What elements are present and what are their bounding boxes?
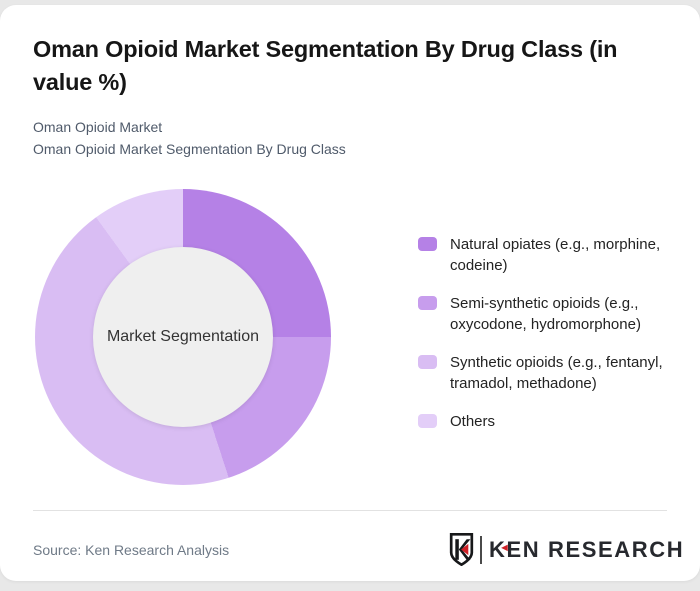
source-text: Source: Ken Research Analysis xyxy=(33,542,230,558)
legend-swatch xyxy=(418,414,437,428)
logo-brand-label: KEN RESEARCH xyxy=(489,536,685,562)
chart-subtitle-block: Oman Opioid Market Oman Opioid Market Se… xyxy=(33,117,346,160)
ken-research-logo: KEN RESEARCH ◄ xyxy=(449,533,684,566)
chart-card: Oman Opioid Market Segmentation By Drug … xyxy=(0,5,700,581)
legend-label: Semi-synthetic opioids (e.g., oxycodone,… xyxy=(450,295,641,333)
donut-hole: Market Segmentation xyxy=(93,247,273,427)
legend-swatch xyxy=(418,296,437,310)
logo-red-arrow-icon: ◄ xyxy=(499,541,512,554)
legend: Natural opiates (e.g., morphine, codeine… xyxy=(418,234,672,449)
legend-item: Semi-synthetic opioids (e.g., oxycodone,… xyxy=(418,293,672,335)
chart-title: Oman Opioid Market Segmentation By Drug … xyxy=(33,36,618,95)
legend-item: Natural opiates (e.g., morphine, codeine… xyxy=(418,234,672,276)
logo-brand-text: KEN RESEARCH ◄ xyxy=(489,537,684,563)
legend-item: Synthetic opioids (e.g., fentanyl, trama… xyxy=(418,352,672,394)
logo-shield-icon xyxy=(449,533,474,566)
legend-label: Synthetic opioids (e.g., fentanyl, trama… xyxy=(450,354,663,392)
footer-divider xyxy=(33,510,667,511)
logo-separator xyxy=(480,535,482,564)
donut-chart: Market Segmentation xyxy=(35,189,331,485)
legend-label: Natural opiates (e.g., morphine, codeine… xyxy=(450,236,661,274)
donut-center-label: Market Segmentation xyxy=(106,328,260,345)
subtitle-line-1: Oman Opioid Market xyxy=(33,119,163,135)
subtitle-line-2: Oman Opioid Market Segmentation By Drug … xyxy=(33,140,346,157)
legend-label: Others xyxy=(450,413,496,430)
legend-swatch xyxy=(418,237,437,251)
legend-swatch xyxy=(418,355,437,369)
legend-item: Others xyxy=(418,411,672,432)
